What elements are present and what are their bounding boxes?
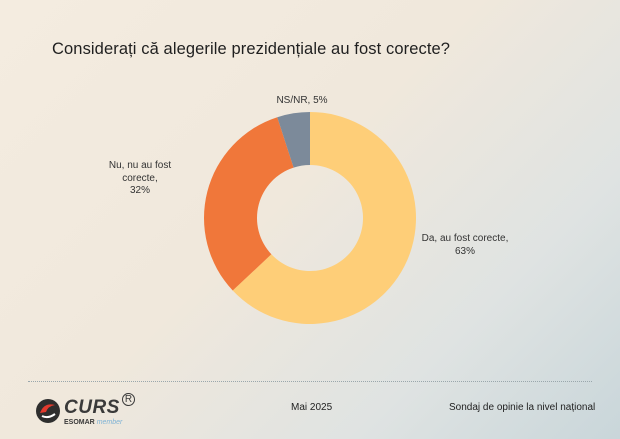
slice-label-nu: Nu, nu au fost corecte, 32% [108,160,172,196]
survey-note: Sondaj de opinie la nivel național [449,402,596,413]
curs-logo-icon [36,399,60,423]
curs-logo-text: CURS [64,397,120,418]
survey-date: Mai 2025 [291,402,333,413]
esomar-member-text: member [96,419,123,426]
esomar-badge: ESOMAR member [64,419,122,426]
curs-logo: CURS R ESOMAR member [34,393,154,431]
registered-mark: R [122,393,135,406]
slice-label-ns-nr: NS/NR, 5% [276,95,328,106]
slice-label-da: Da, au fost corecte, 63% [421,233,509,257]
slice-nu-nu-au-fost-corecte [204,117,294,291]
slice-ns-nr [277,112,310,168]
chart-title: Considerați că alegerile prezidențiale a… [52,40,451,58]
footer-divider [28,381,592,382]
esomar-text: ESOMAR [64,419,95,426]
slice-da-au-fost-corecte [232,112,416,324]
